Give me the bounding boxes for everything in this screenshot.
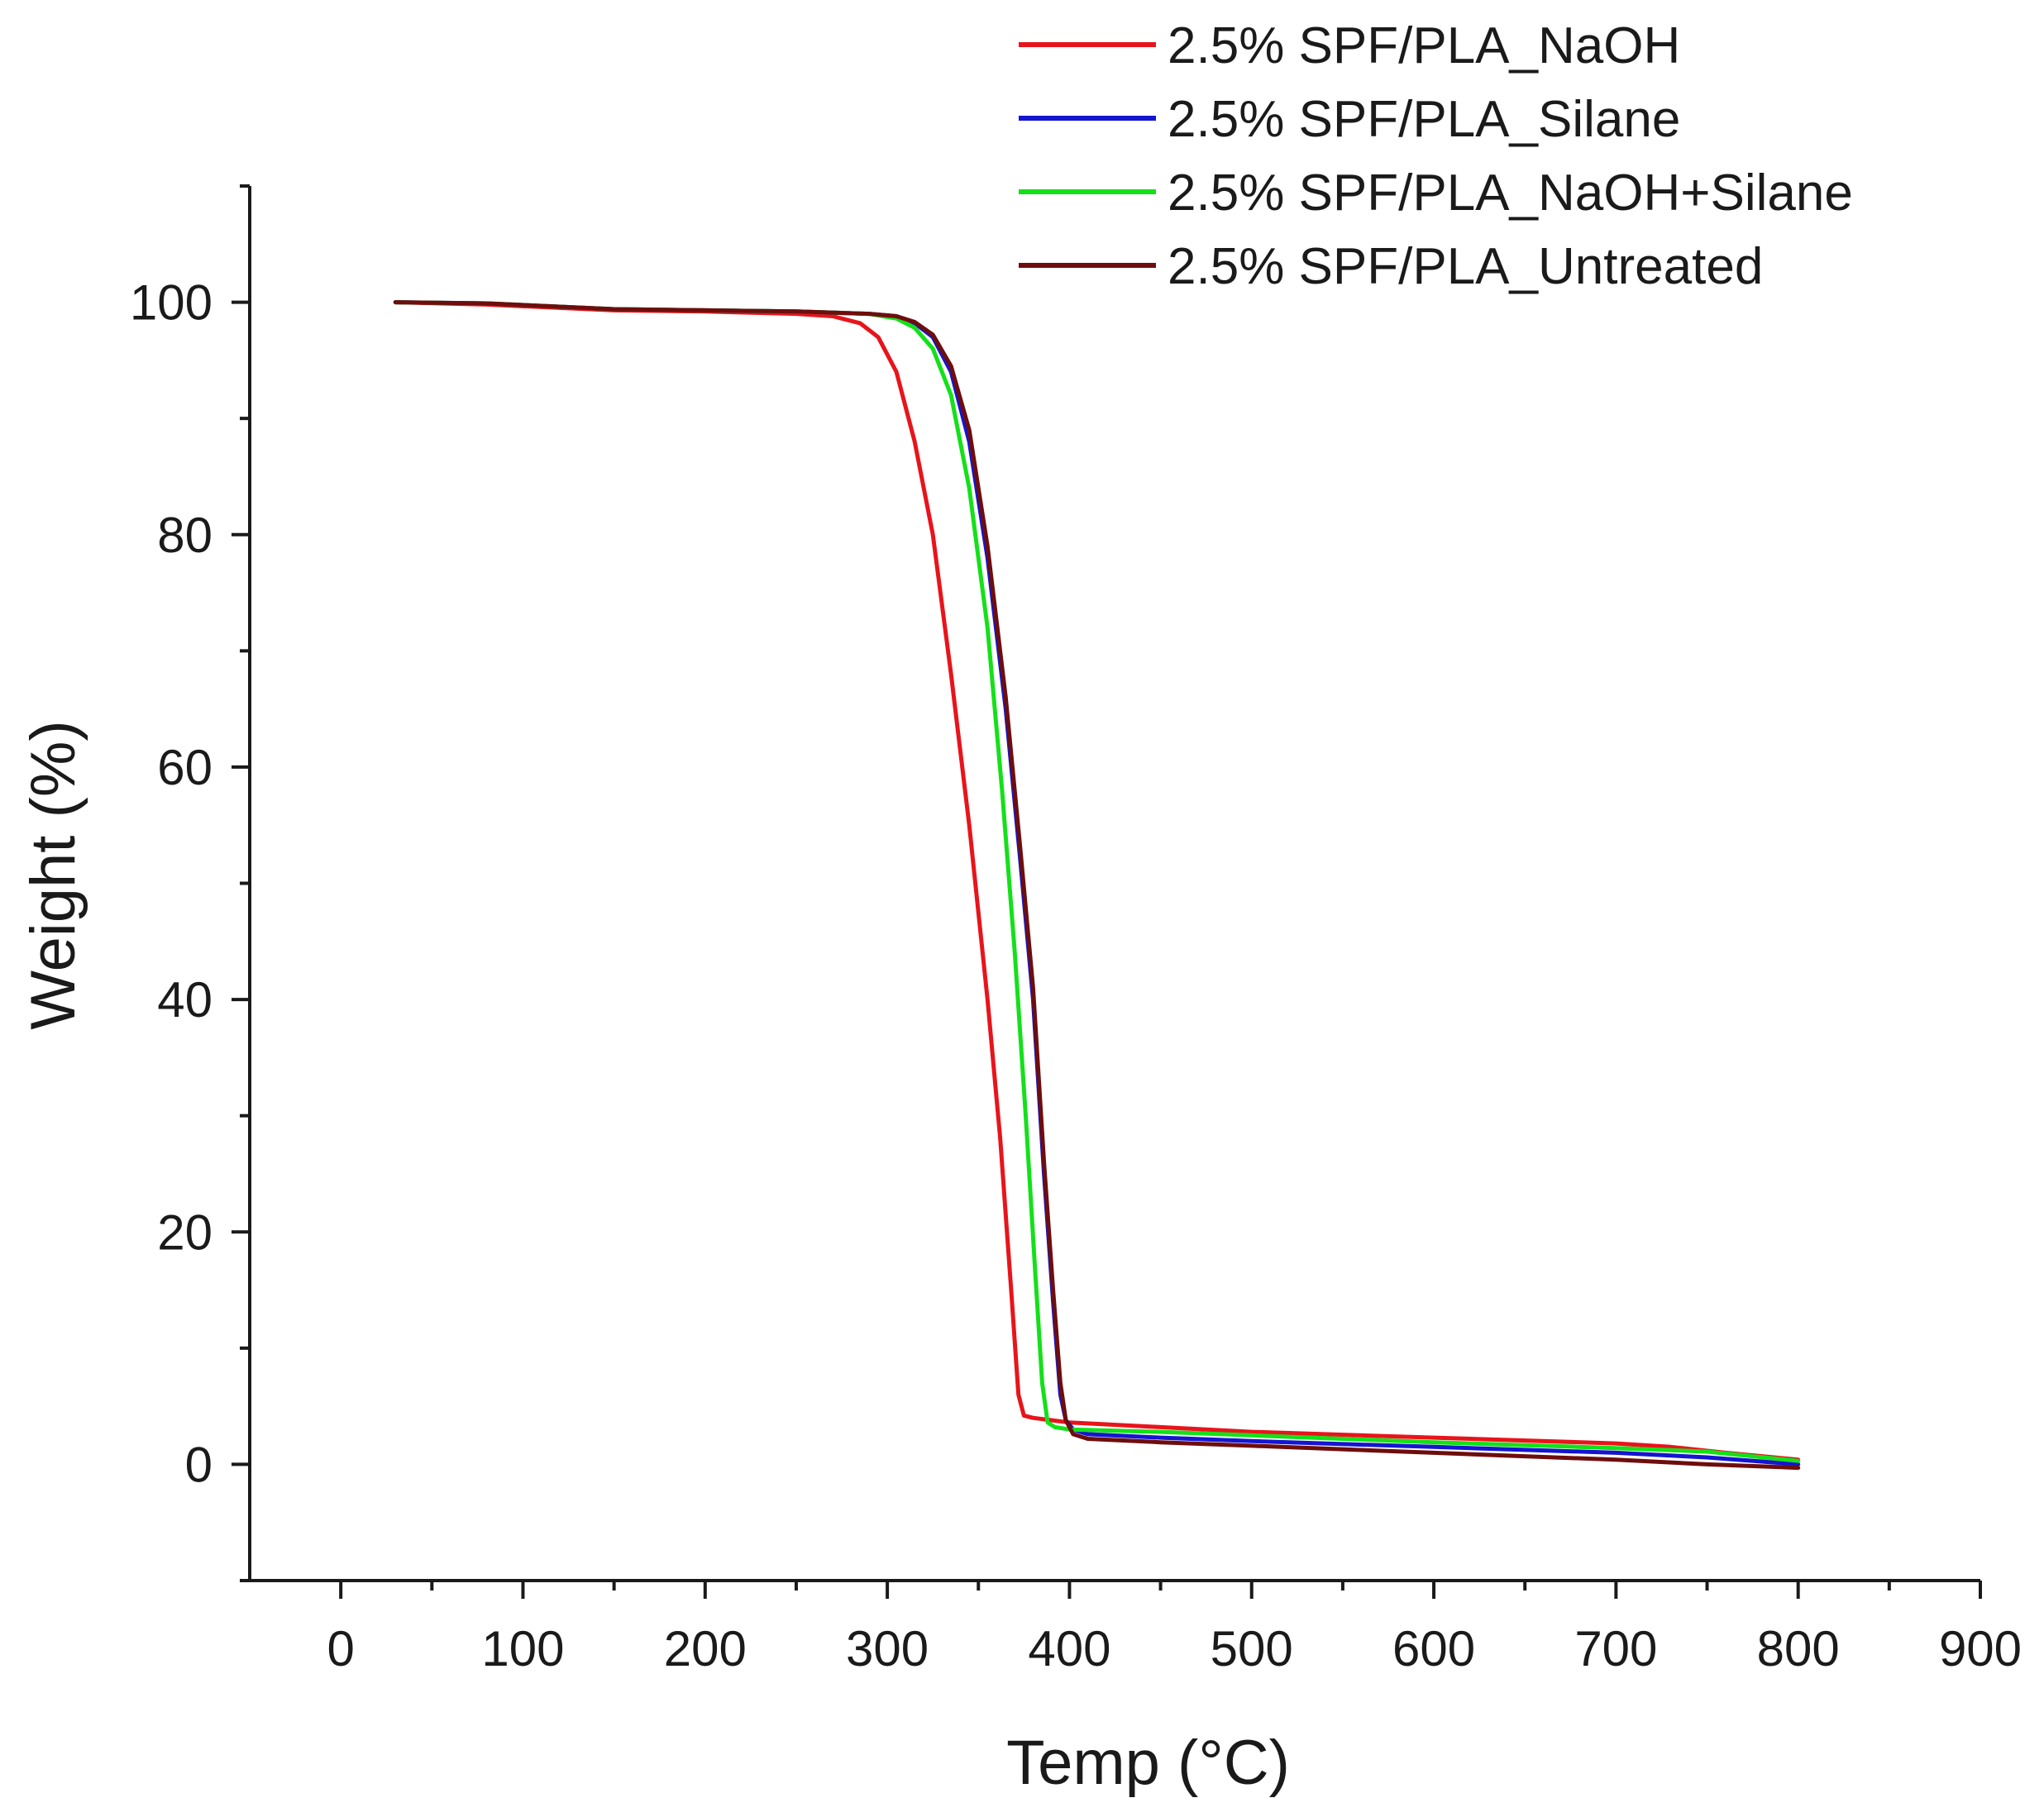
x-tick-label: 400 (1028, 1621, 1110, 1676)
x-tick-label: 200 (664, 1621, 747, 1676)
series-line-1 (393, 300, 1801, 1462)
x-tick-label: 700 (1574, 1621, 1657, 1676)
plot-lines (393, 300, 1801, 1471)
x-tick-label: 300 (846, 1621, 929, 1676)
legend-label: 2.5% SPF/PLA_Untreated (1168, 238, 1763, 295)
series-line-4 (393, 300, 1801, 1471)
y-axis-title: Weight (%) (18, 720, 88, 1029)
y-tick-label: 100 (130, 275, 213, 331)
y-tick-label: 80 (157, 508, 213, 563)
x-tick-label: 500 (1211, 1621, 1293, 1676)
x-tick-label: 600 (1392, 1621, 1475, 1676)
x-tick-label: 100 (481, 1621, 564, 1676)
y-tick-label: 20 (157, 1204, 213, 1260)
x-tick-label: 800 (1757, 1621, 1840, 1676)
legend-label: 2.5% SPF/PLA_NaOH (1168, 17, 1680, 74)
x-tick-label: 0 (327, 1621, 354, 1676)
x-axis-title: Temp (°C) (1006, 1728, 1290, 1798)
y-tick-label: 60 (157, 740, 213, 795)
legend-label: 2.5% SPF/PLA_NaOH+Silane (1168, 165, 1853, 222)
axes: 0 100 200 300 400 500 600 700 800 900 0 20 40 60 80 100 (130, 184, 2022, 1676)
y-tick-label: 40 (157, 972, 213, 1028)
legend-label: 2.5% SPF/PLA_Silane (1168, 91, 1680, 148)
legend: 2.5% SPF/PLA_NaOH 2.5% SPF/PLA_Silane 2.5%… (1019, 17, 1853, 295)
y-tick-label: 0 (185, 1437, 213, 1492)
x-tick-label: 900 (1939, 1621, 2022, 1676)
